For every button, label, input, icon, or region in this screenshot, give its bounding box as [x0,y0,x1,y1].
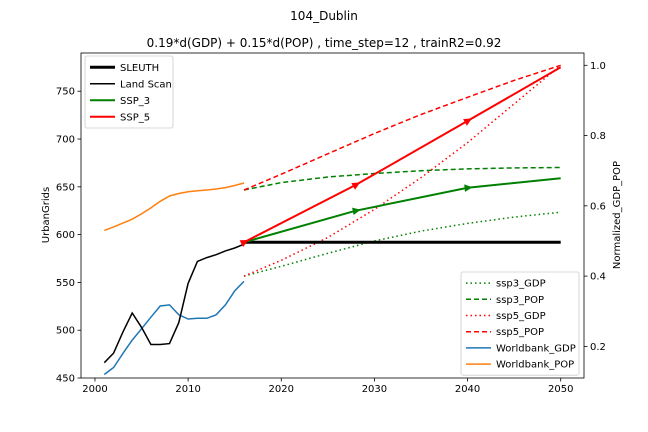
legend-left: SLEUTH Land Scan SSP_3 SSP_5 [84,55,174,129]
series-line-ssp-5 [243,66,562,244]
direction-markers [239,118,473,248]
series-line-worldbank-pop [104,182,245,232]
left-axis-series [103,66,562,364]
y-left-tick-label: 700 [56,135,75,146]
series-line-land-scan [103,243,245,364]
legend-label-ssp3-gdp: ssp3_GDP [496,279,546,290]
y-right-tick-label: 0.4 [590,272,606,283]
y-left-tick-label: 750 [56,87,75,98]
legend-label-worldbank-gdp: Worldbank_GDP [496,343,576,354]
marker-ssp-5-2016 [239,240,249,248]
legend-right: ssp3_GDP ssp3_POP ssp5_GDP ssp5_POP Worldban… [460,271,580,376]
legend-label-worldbank-pop: Worldbank_POP [496,360,574,371]
marker-ssp-3-2040 [464,184,473,192]
y-axis-right-label: Normalized_GDP_POP [612,161,623,269]
legend-label-ssp3-pop: ssp3_POP [496,295,544,306]
y-axis-left-label: UrbanGrids [41,187,52,243]
legend-frame [460,271,580,376]
y-right-tick-label: 0.2 [590,342,606,353]
marker-ssp-5-2040 [463,118,472,126]
legend-label-land-scan: Land Scan [120,79,172,90]
y-axis-left: 450 500 550 600 650 700 750 [56,87,81,385]
x-tick-label: 2000 [82,384,107,395]
legend-label-ssp5-gdp: ssp5_GDP [496,311,546,322]
marker-ssp-3-2028 [352,207,361,216]
chart-suptitle: 104_Dublin [290,9,358,23]
x-axis: 2000 2010 2020 2030 2040 2050 [82,378,573,395]
y-right-tick-label: 1.0 [590,61,606,72]
series-line-worldbank-gdp [103,280,245,376]
y-left-tick-label: 500 [56,326,75,337]
x-tick-label: 2050 [548,384,573,395]
series-line-ssp5-pop [243,64,561,191]
y-left-tick-label: 450 [56,374,75,385]
x-tick-label: 2010 [175,384,200,395]
marker-ssp-5-2028 [351,182,361,190]
plot-frame [80,52,585,379]
legend-label-ssp-3: SSP_3 [120,96,150,107]
y-left-tick-label: 550 [56,278,75,289]
x-tick-label: 2040 [455,384,480,395]
series-line-ssp3-gdp [243,211,561,277]
y-right-tick-label: 0.6 [590,201,606,212]
legend-frame [84,55,174,129]
legend-label-ssp5-pop: ssp5_POP [496,327,544,338]
legend-label-ssp-5: SSP_5 [120,112,150,123]
series-line-ssp-3 [243,177,561,244]
series-line-ssp5-gdp [243,64,562,277]
plot-area [103,64,562,376]
y-right-tick-label: 0.8 [590,131,606,142]
y-axis-right: 0.2 0.4 0.6 0.8 1.0 [584,61,606,353]
chart-title: 0.19*d(GDP) + 0.15*d(POP) , time_step=12… [147,36,502,50]
y-left-tick-label: 650 [56,182,75,193]
legend-label-sleuth: SLEUTH [120,63,159,74]
x-tick-label: 2020 [269,384,294,395]
x-tick-label: 2030 [362,384,387,395]
y-left-tick-label: 600 [56,230,75,241]
right-axis-series [103,64,562,376]
series-line-ssp3-pop [243,166,561,191]
